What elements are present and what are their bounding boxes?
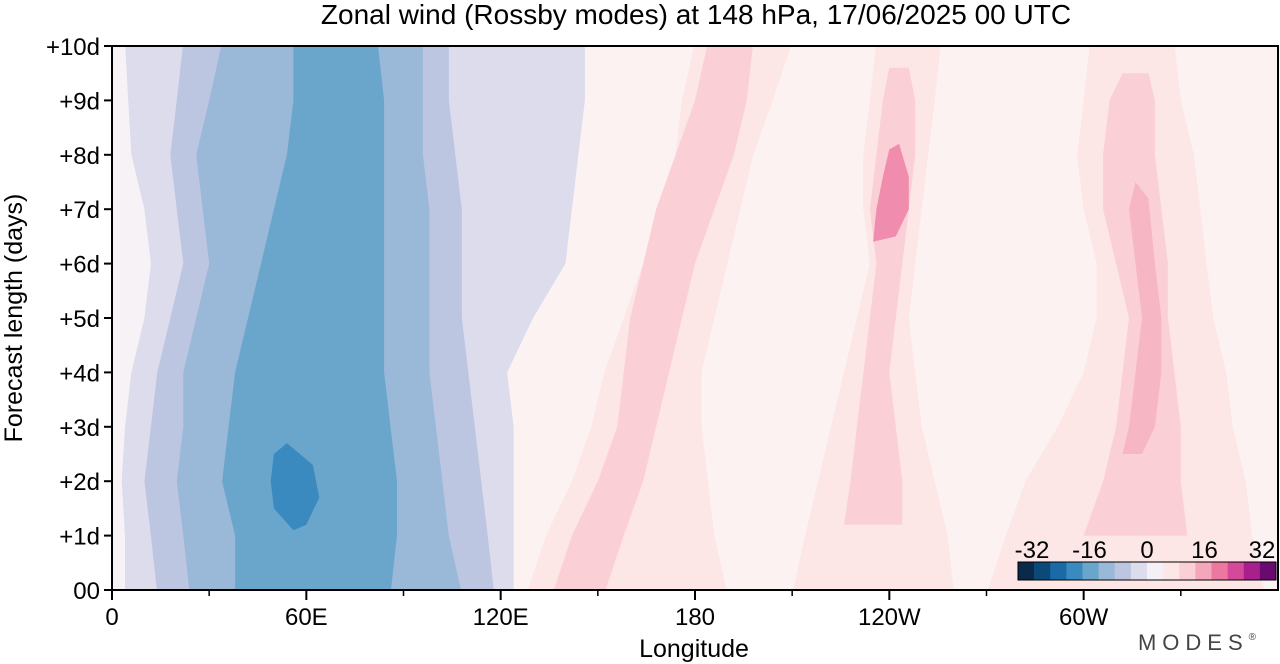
y-tick-label: +6d — [59, 252, 100, 279]
colorbar-swatch — [1098, 562, 1116, 580]
y-tick-label: +3d — [59, 415, 100, 442]
plot-area — [111, 45, 1279, 591]
brand-registered-mark: ® — [1248, 632, 1256, 643]
y-tick-label: +7d — [59, 197, 100, 224]
x-tick-label: 60W — [1059, 604, 1109, 631]
colorbar-swatch — [1195, 562, 1212, 580]
colorbar-swatch — [1082, 562, 1099, 580]
colorbar: -32 -16 0 16 32 — [1015, 537, 1277, 581]
contour-band — [873, 143, 909, 242]
colorbar-swatch — [1227, 562, 1245, 580]
contour-band — [1083, 73, 1188, 536]
colorbar-swatch — [1050, 562, 1067, 580]
x-axis: 0 60E 120E 180 120W 60W — [105, 590, 1182, 631]
x-tick-label: 60E — [285, 604, 328, 631]
y-tick-label: +5d — [59, 306, 100, 333]
colorbar-label: 16 — [1191, 537, 1218, 564]
y-tick-label: 00 — [73, 578, 100, 605]
brand-text: MODES — [1137, 630, 1249, 655]
colorbar-frame — [1017, 561, 1277, 581]
x-tick-label: 180 — [675, 604, 715, 631]
chart-title: Zonal wind (Rossby modes) at 148 hPa, 17… — [321, 0, 1071, 30]
x-tick-label: 0 — [105, 604, 118, 631]
colorbar-swatch — [1163, 562, 1180, 580]
colorbar-label: 32 — [1249, 537, 1276, 564]
contour-band — [222, 46, 397, 590]
contour-band — [270, 443, 320, 531]
colorbar-swatch — [1130, 562, 1148, 580]
contour-band — [1122, 182, 1162, 454]
contour-band — [553, 46, 753, 590]
x-axis-label: Longitude — [639, 635, 749, 663]
y-tick-label: +9d — [59, 88, 100, 115]
y-tick-label: +1d — [59, 524, 100, 551]
x-tick-label: 120E — [473, 604, 529, 631]
colorbar-swatch — [1211, 562, 1228, 580]
colorbar-swatch — [1243, 562, 1261, 580]
colorbar-swatch — [1147, 562, 1164, 580]
colorbar-label: -16 — [1072, 537, 1107, 564]
x-tick-label: 120W — [858, 604, 921, 631]
y-tick-label: +2d — [59, 469, 100, 496]
colorbar-swatch — [1066, 562, 1083, 580]
y-tick-label: +10d — [46, 34, 100, 61]
colorbar-swatch — [1034, 562, 1051, 580]
colorbar-swatch — [1018, 562, 1035, 580]
y-tick-label: +4d — [59, 360, 100, 387]
y-tick-label: +8d — [59, 143, 100, 170]
contour-band — [987, 46, 1265, 590]
colorbar-label: 0 — [1140, 537, 1153, 564]
colorbar-label: -32 — [1015, 537, 1050, 564]
y-axis: 00 +1d +2d +3d +4d +5d +6d +7d +8d +9d +10d — [46, 34, 112, 605]
brand-logo: MODES® — [1138, 630, 1256, 656]
colorbar-swatch — [1259, 562, 1277, 580]
y-axis-label: Forecast length (days) — [0, 194, 28, 443]
colorbar-swatch — [1114, 562, 1132, 580]
colorbar-swatch — [1179, 562, 1196, 580]
